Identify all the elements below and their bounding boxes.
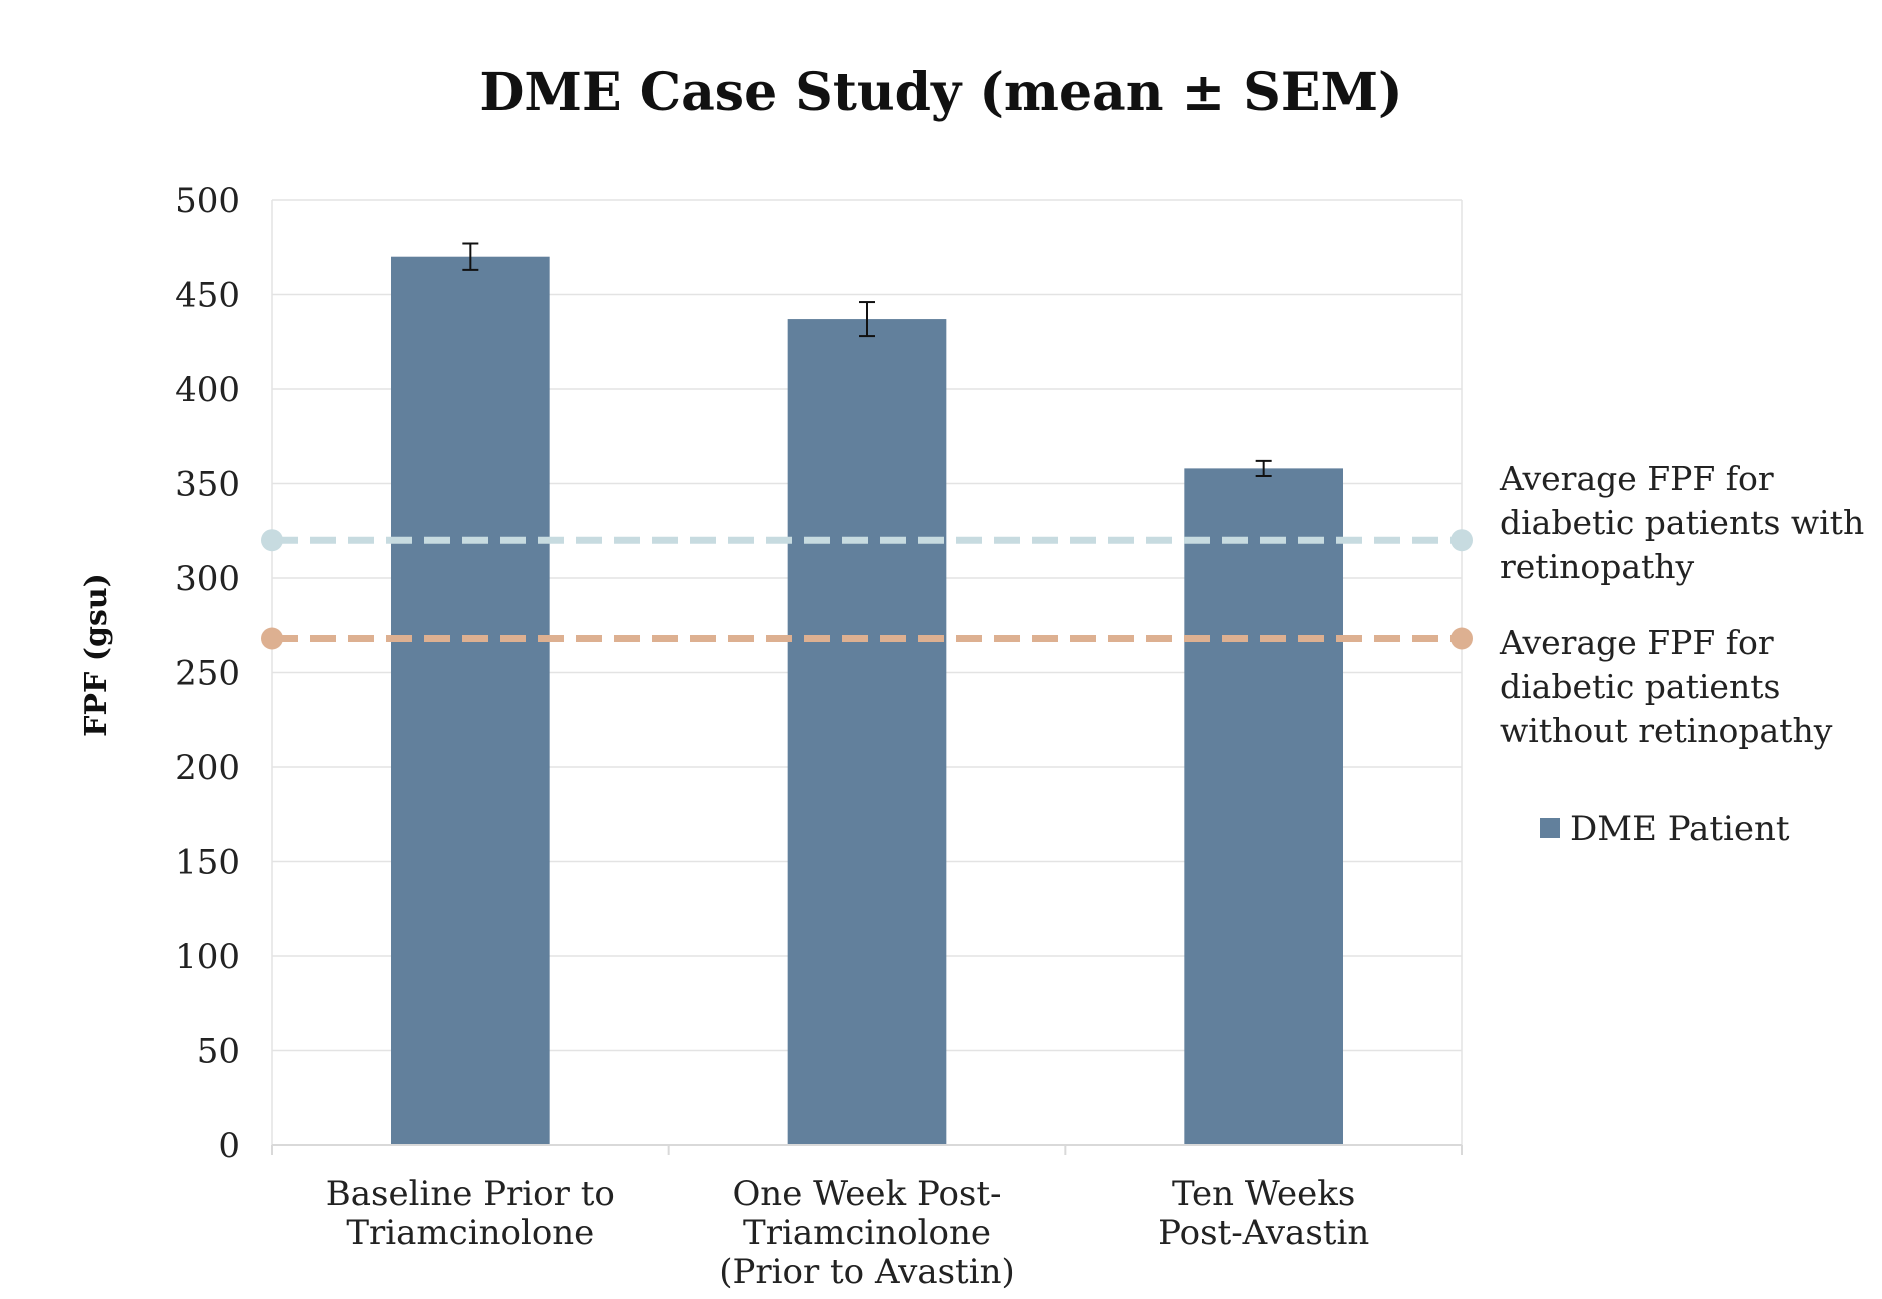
y-axis-label: FPF (gsu) (79, 573, 114, 737)
reference-line-label-line: Average FPF for (1499, 623, 1774, 662)
y-tick-label: 100 (175, 937, 240, 977)
reference-line-marker (1451, 627, 1473, 650)
reference-line-label-line: Average FPF for (1499, 459, 1774, 498)
reference-line-label-line: without retinopathy (1500, 711, 1833, 750)
x-tick-label-line: Ten Weeks (1172, 1174, 1355, 1214)
bar (787, 319, 947, 1145)
x-tick-label: Ten Weeks Post-Avastin (1158, 1174, 1369, 1253)
legend: DME Patient (1540, 809, 1790, 849)
reference-line-label-line: diabetic patients (1500, 667, 1780, 706)
reference-line-label-line: diabetic patients with (1500, 503, 1864, 542)
bar (1184, 468, 1343, 1145)
x-tick-label: One Week Post-Triamcinolone (Prior to Ava… (719, 1174, 1015, 1292)
x-tick-label-line: Baseline Prior to (326, 1174, 615, 1214)
x-tick-label: Baseline Prior to Triamcinolone (326, 1174, 615, 1253)
x-tick-label-line: Triamcinolone (743, 1213, 991, 1253)
y-tick-label: 50 (197, 1032, 240, 1072)
reference-line-marker (261, 529, 283, 552)
y-tick-label: 250 (175, 654, 240, 694)
y-tick-label: 400 (175, 370, 240, 410)
axes (271, 1144, 1463, 1155)
reference-line-label: Average FPF for diabetic patients without … (1499, 623, 1833, 750)
y-tick-label: 200 (175, 748, 240, 788)
y-tick-label: 500 (175, 181, 240, 221)
chart-title: DME Case Study (mean ± SEM) (479, 62, 1402, 123)
reference-line-label: Average FPF for diabetic patients with ret… (1499, 459, 1864, 586)
y-tick-label: 0 (218, 1126, 240, 1166)
labels: 0 50 100 150 200 250 300 350 400 450 500 Baseline P… (175, 181, 1864, 1292)
y-tick-label: 450 (175, 276, 240, 316)
y-tick-label: 150 (175, 843, 240, 883)
reference-line-label-line: retinopathy (1500, 547, 1695, 586)
x-tick-label-line: One Week Post- (732, 1174, 1001, 1214)
bars (391, 242, 1343, 1145)
legend-swatch (1540, 818, 1560, 838)
y-tick-label: 350 (175, 465, 240, 505)
reference-line-marker (261, 627, 283, 650)
x-tick-label-line: (Prior to Avastin) (719, 1252, 1015, 1292)
y-tick-label: 300 (175, 559, 240, 599)
reference-lines (261, 529, 1473, 650)
legend-label: DME Patient (1570, 809, 1790, 849)
x-tick-label-line: Post-Avastin (1158, 1213, 1369, 1253)
reference-line-marker (1451, 529, 1473, 552)
x-tick-label-line: Triamcinolone (346, 1213, 594, 1253)
bar (391, 256, 550, 1145)
